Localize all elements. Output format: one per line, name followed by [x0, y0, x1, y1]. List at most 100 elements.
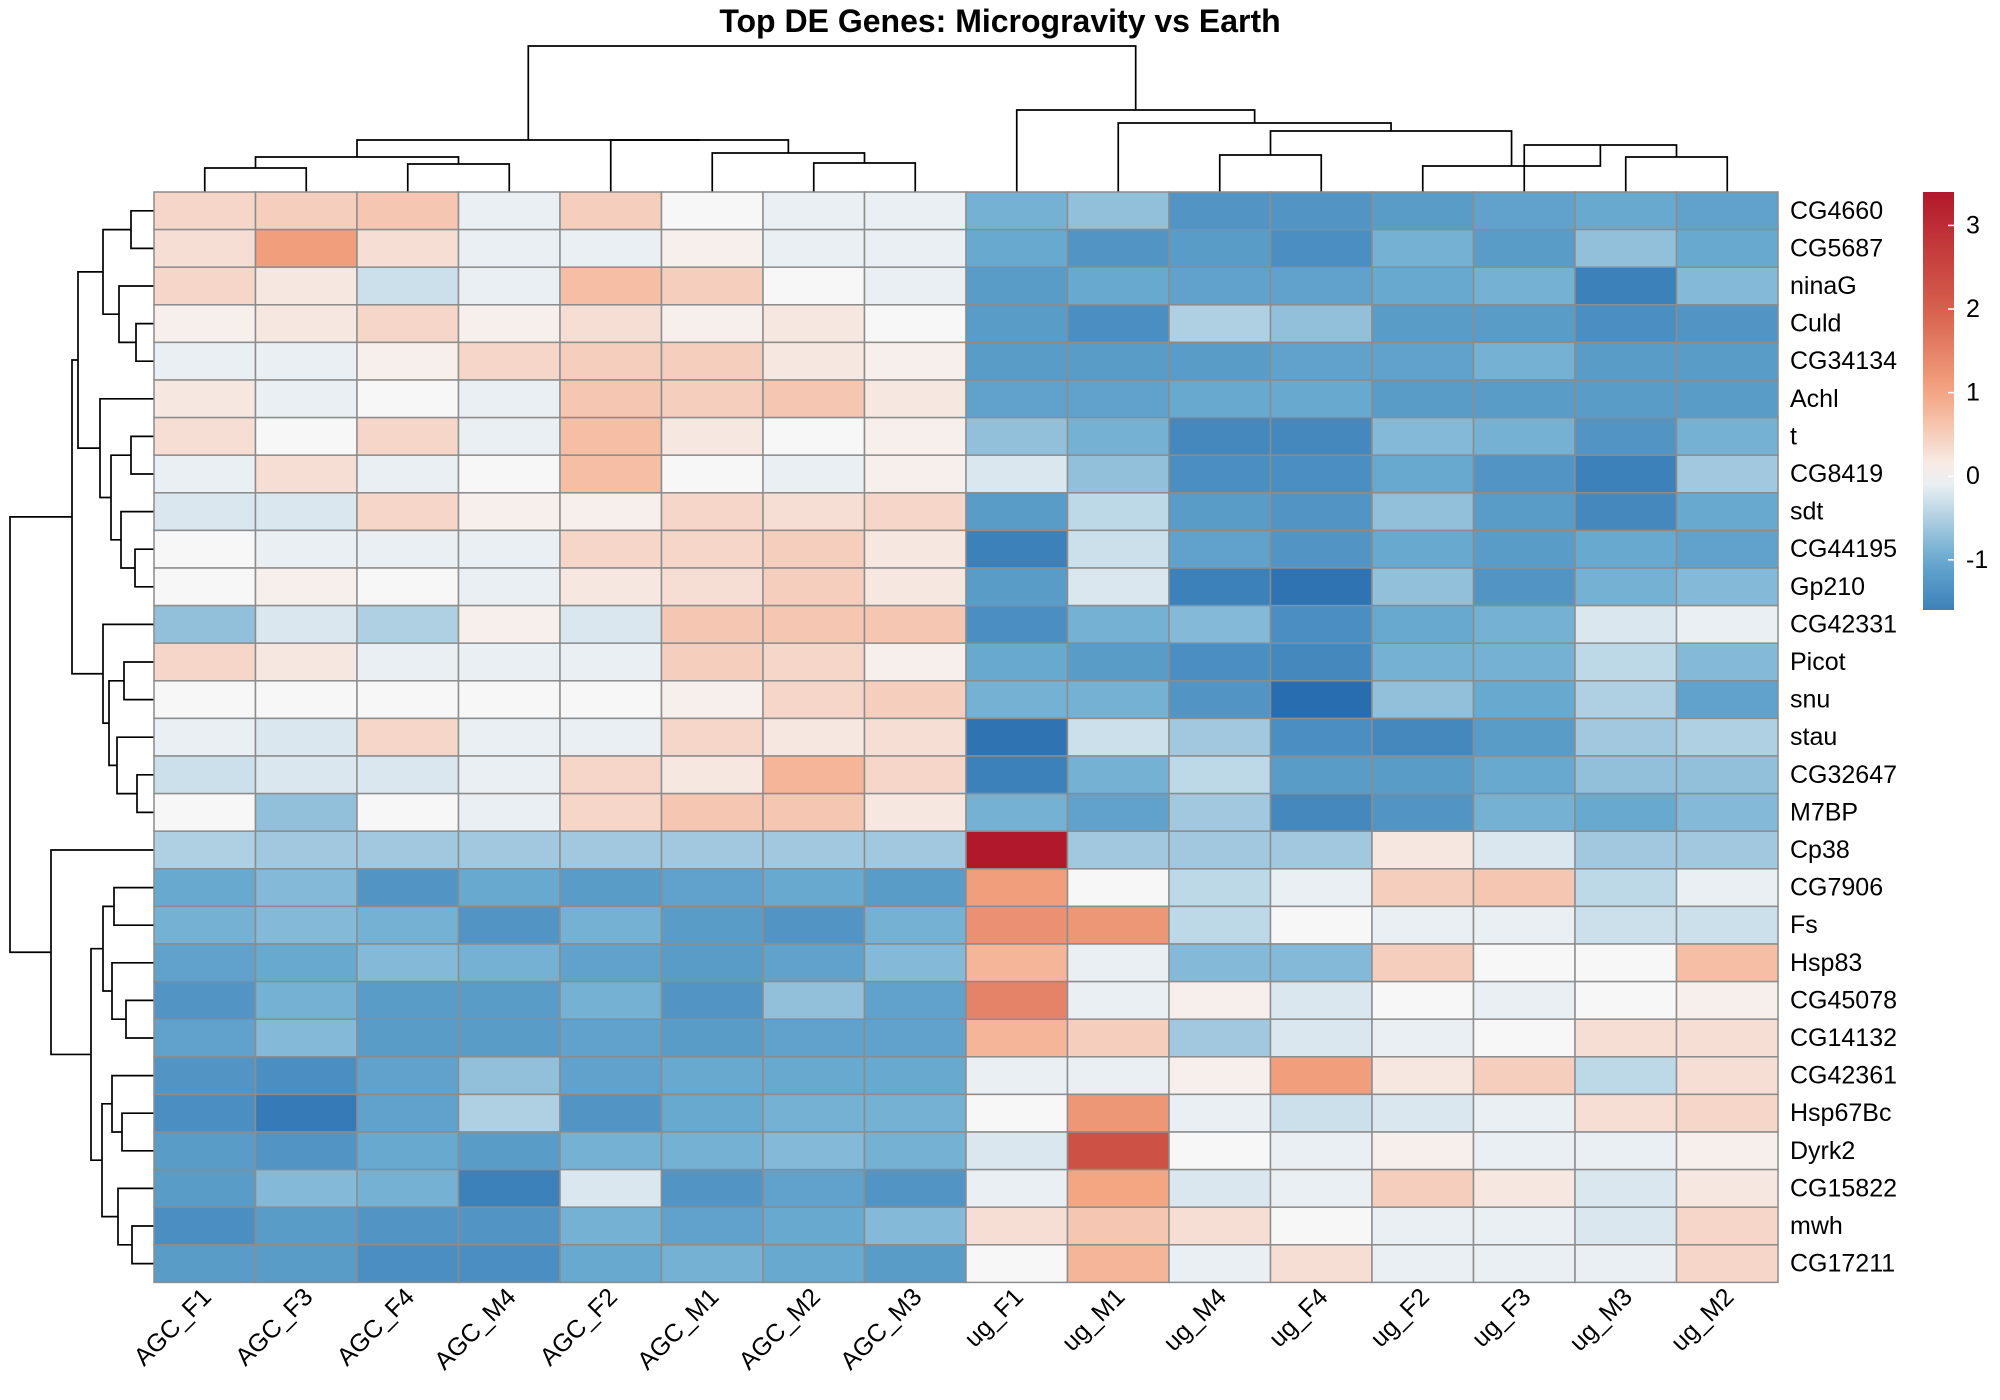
- heatmap-cell: [762, 868, 866, 908]
- heatmap-cell: [1371, 1056, 1475, 1096]
- heatmap-cell: [153, 1244, 257, 1284]
- heatmap-cell: [254, 792, 358, 832]
- heatmap-cell: [559, 1206, 663, 1246]
- heatmap-cell: [1675, 1056, 1779, 1096]
- heatmap-cell: [965, 680, 1069, 720]
- heatmap-cell: [1168, 454, 1272, 494]
- heatmap-cell: [1066, 1168, 1170, 1208]
- heatmap-cell: [457, 792, 561, 832]
- heatmap-cell: [356, 529, 460, 569]
- heatmap-cell: [660, 980, 764, 1020]
- heatmap-cell: [356, 492, 460, 532]
- heatmap-cell: [457, 529, 561, 569]
- heatmap-cell: [1168, 980, 1272, 1020]
- heatmap-cell: [863, 642, 967, 682]
- heatmap-cell: [559, 191, 663, 231]
- heatmap-cell: [762, 529, 866, 569]
- heatmap-cell: [1371, 567, 1475, 607]
- heatmap-cell: [254, 604, 358, 644]
- heatmap-cell: [1574, 567, 1678, 607]
- heatmap-cell: [457, 1018, 561, 1058]
- heatmap-cell: [762, 755, 866, 795]
- legend-tick-label: 2: [1966, 295, 1980, 323]
- heatmap-cell: [559, 1244, 663, 1284]
- heatmap-cell: [1269, 454, 1373, 494]
- heatmap-cell: [762, 454, 866, 494]
- heatmap-cell: [1269, 868, 1373, 908]
- heatmap-cell: [762, 943, 866, 983]
- heatmap-cell: [1269, 341, 1373, 381]
- heatmap-cell: [1472, 830, 1576, 870]
- heatmap-cell: [660, 717, 764, 757]
- color-legend: 3 2 1 0 -1: [1923, 192, 1988, 610]
- heatmap-cell: [1675, 792, 1779, 832]
- column-label: ug_M3: [1564, 1283, 1638, 1357]
- heatmap-cell: [1472, 454, 1576, 494]
- heatmap-cell: [1675, 454, 1779, 494]
- heatmap-cell: [660, 680, 764, 720]
- heatmap-cell: [762, 1056, 866, 1096]
- heatmap-cell: [1371, 191, 1475, 231]
- heatmap-cell: [356, 191, 460, 231]
- heatmap-cell: [1574, 792, 1678, 832]
- heatmap-cell: [1066, 642, 1170, 682]
- heatmap-cell: [559, 492, 663, 532]
- heatmap-cell: [254, 492, 358, 532]
- heatmap-cell: [254, 1244, 358, 1284]
- heatmap-cell: [356, 1244, 460, 1284]
- heatmap-cell: [1168, 1093, 1272, 1133]
- heatmap-cell: [457, 905, 561, 945]
- heatmap-cell: [1574, 1131, 1678, 1171]
- heatmap-cell: [1371, 980, 1475, 1020]
- heatmap-cell: [660, 1093, 764, 1133]
- dendrogram-link: [120, 510, 154, 569]
- heatmap-cell: [762, 341, 866, 381]
- heatmap-cell: [1269, 980, 1373, 1020]
- row-label: CG14132: [1790, 1024, 1897, 1052]
- heatmap-cell: [1675, 1244, 1779, 1284]
- heatmap-cell: [1371, 642, 1475, 682]
- dendrogram-link: [116, 736, 154, 795]
- heatmap-cell: [762, 642, 866, 682]
- heatmap-cell: [559, 454, 663, 494]
- heatmap-cell: [153, 304, 257, 344]
- row-label: CG5687: [1790, 234, 1883, 262]
- heatmap-cell: [1472, 266, 1576, 306]
- heatmap-cell: [965, 379, 1069, 419]
- heatmap-cell: [1066, 830, 1170, 870]
- heatmap-cell: [1675, 642, 1779, 682]
- heatmap-cell: [1675, 416, 1779, 456]
- heatmap-cell: [254, 755, 358, 795]
- dendrogram-link: [9, 516, 72, 954]
- legend-tick-label: 1: [1966, 379, 1980, 407]
- heatmap-cell: [457, 680, 561, 720]
- heatmap-cell: [1371, 266, 1475, 306]
- dendrogram-link: [130, 209, 154, 250]
- heatmap-cell: [254, 341, 358, 381]
- heatmap-cell: [1168, 642, 1272, 682]
- heatmap-cell: [1472, 228, 1576, 268]
- row-labels: CG4660 CG5687 ninaG Culd CG34134 Achl t CG8419 s…: [1790, 197, 1897, 1278]
- heatmap-cell: [1269, 492, 1373, 532]
- heatmap-cell: [1066, 604, 1170, 644]
- dendrogram-link: [711, 152, 866, 192]
- heatmap-cell: [457, 1244, 561, 1284]
- heatmap-cell: [1269, 943, 1373, 983]
- heatmap-cell: [1472, 642, 1576, 682]
- heatmap-cell: [457, 191, 561, 231]
- heatmap-cell: [254, 717, 358, 757]
- heatmap-cell: [1472, 604, 1576, 644]
- row-label: CG4660: [1790, 197, 1883, 225]
- heatmap-cell: [1472, 1056, 1576, 1096]
- heatmap-cell: [1168, 755, 1272, 795]
- heatmap-cell: [153, 604, 257, 644]
- heatmap-cell: [1269, 228, 1373, 268]
- heatmap-cell: [1472, 1131, 1576, 1171]
- heatmap-cell: [559, 792, 663, 832]
- row-label: Culd: [1790, 310, 1841, 338]
- column-label: AGC_F4: [331, 1283, 420, 1372]
- heatmap-cell: [1675, 868, 1779, 908]
- heatmap-cell: [356, 980, 460, 1020]
- heatmap-cells: [153, 191, 1779, 1284]
